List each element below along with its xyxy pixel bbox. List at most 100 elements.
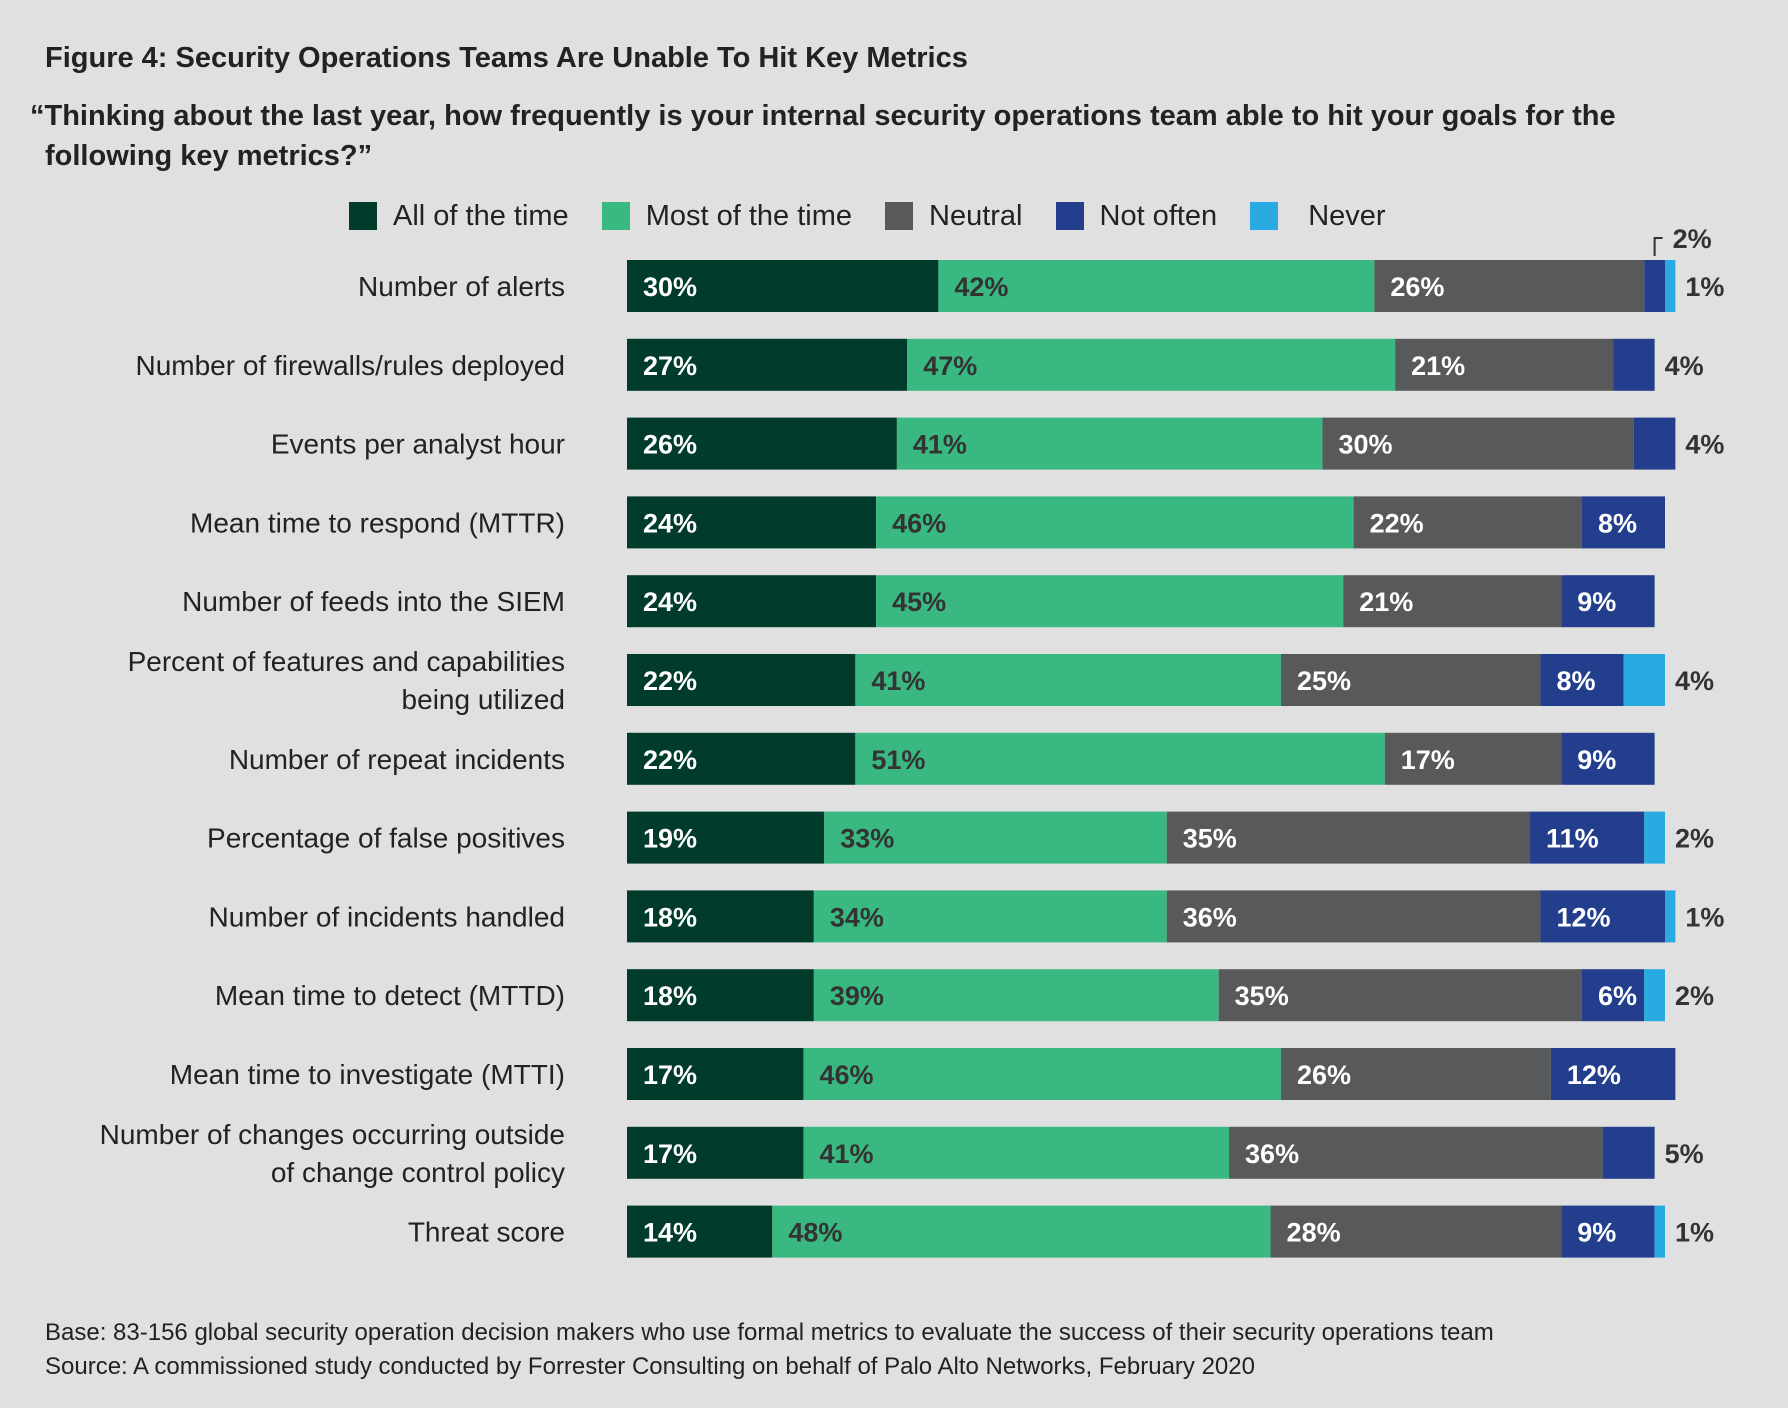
figure-title: Figure 4: Security Operations Teams Are … [45, 42, 968, 74]
bar-segment-all-of-the-time [627, 1126, 804, 1179]
data-label: 25% [1297, 666, 1351, 696]
category-label: Mean time to investigate (MTTI) [170, 1059, 565, 1090]
bar-segment-not-often [1561, 575, 1655, 628]
data-label: 21% [1359, 587, 1413, 617]
bar-segment-not-often [1613, 338, 1655, 391]
category-label: Mean time to respond (MTTR) [190, 507, 565, 538]
category-label: being utilized [402, 684, 565, 715]
data-label: 9% [1577, 1218, 1616, 1248]
bar-segment-most-of-the-time [824, 811, 1167, 864]
data-label: 24% [643, 587, 697, 617]
bar-segment-most-of-the-time [813, 969, 1219, 1022]
data-label: 14% [643, 1218, 697, 1248]
legend-item-neutral: Neutral [885, 200, 1023, 233]
bar-segment-not-often [1561, 732, 1655, 785]
bar-segment-never [1665, 890, 1676, 943]
data-label: 9% [1577, 745, 1616, 775]
bar-segment-not-often [1581, 969, 1645, 1022]
data-label: 8% [1556, 666, 1595, 696]
data-label: 8% [1598, 508, 1637, 538]
data-label: 47% [923, 351, 977, 381]
bar-segment-never [1654, 1205, 1665, 1258]
category-label: Events per analyst hour [271, 429, 565, 460]
legend-label: All of the time [393, 199, 569, 232]
bar-segment-most-of-the-time [876, 496, 1354, 549]
bar-segment-most-of-the-time [855, 654, 1281, 706]
category-label: Mean time to detect (MTTD) [215, 980, 565, 1011]
chart-footer: Base: 83-156 global security operation d… [45, 1316, 1494, 1384]
bar-segment-most-of-the-time [813, 890, 1167, 943]
legend-item-never: Never [1250, 199, 1386, 233]
bar-segment-most-of-the-time [803, 1048, 1281, 1100]
data-label: 41% [819, 1139, 873, 1169]
data-label: 11% [1546, 824, 1599, 854]
bar-segment-neutral [1166, 811, 1531, 864]
bar-segment-neutral [1280, 1048, 1551, 1100]
legend-item-not-often: Not often [1055, 200, 1217, 233]
bar-segment-never [1665, 260, 1676, 312]
bar-segment-neutral [1270, 1205, 1562, 1258]
category-label: of change control policy [271, 1157, 565, 1188]
bar-segment-all-of-the-time [627, 575, 877, 628]
chart-legend: All of the time Most of the time Neutral No… [349, 196, 1419, 236]
data-label: 51% [871, 745, 925, 775]
bar-segment-never [1644, 969, 1665, 1022]
base-note: Base: 83-156 global security operation d… [45, 1319, 1494, 1346]
data-label: 36% [1245, 1139, 1299, 1169]
bar-segment-not-often [1530, 811, 1645, 864]
bar-segment-all-of-the-time [627, 732, 856, 785]
data-label-outside: 4% [1665, 351, 1704, 381]
data-label: 24% [643, 508, 697, 538]
data-label: 35% [1183, 824, 1237, 854]
bar-segment-not-often [1581, 496, 1665, 549]
category-label: Number of incidents handled [209, 901, 565, 932]
category-label: Number of firewalls/rules deployed [135, 350, 565, 381]
bar-segment-never [1623, 654, 1665, 706]
survey-question: “Thinking about the last year, how frequ… [30, 96, 1690, 176]
bar-segment-all-of-the-time [627, 260, 939, 312]
data-label-outside: 2% [1675, 824, 1714, 854]
data-label: 17% [1401, 745, 1455, 775]
data-label-outside: 4% [1675, 666, 1714, 696]
category-label: Number of repeat incidents [229, 744, 565, 775]
bar-segment-neutral [1395, 338, 1614, 391]
bar-segment-not-often [1561, 1205, 1655, 1258]
bar-segment-neutral [1218, 969, 1582, 1022]
legend-item-all-of-the-time: All of the time [349, 200, 569, 233]
data-label-outside: 1% [1685, 272, 1724, 302]
data-label: 30% [1338, 430, 1392, 460]
legend-swatch [601, 202, 630, 230]
bar-segment-neutral [1384, 732, 1562, 785]
data-label-outside: 2% [1675, 981, 1714, 1011]
survey-question-line-1: “Thinking about the last year, how frequ… [30, 100, 1616, 132]
data-label: 39% [830, 981, 884, 1011]
bar-segment-all-of-the-time [627, 1048, 804, 1100]
data-label: 6% [1598, 981, 1637, 1011]
bar-segment-neutral [1322, 417, 1634, 470]
category-label: Percent of features and capabilities [128, 646, 565, 677]
bar-segment-most-of-the-time [876, 575, 1344, 628]
callout-line [1653, 237, 1663, 256]
data-label: 27% [643, 351, 697, 381]
legend-label: Never [1308, 199, 1386, 232]
bar-segment-all-of-the-time [627, 890, 814, 943]
legend-swatch [1250, 202, 1279, 230]
legend-swatch [1055, 202, 1084, 230]
bar-segment-not-often [1602, 1126, 1655, 1179]
bar-segment-most-of-the-time [855, 732, 1385, 785]
source-note: Source: A commissioned study conducted b… [45, 1353, 1255, 1380]
bar-segment-neutral [1343, 575, 1562, 628]
bar-segment-neutral [1229, 1126, 1603, 1179]
data-label: 9% [1577, 587, 1616, 617]
data-label: 17% [643, 1060, 697, 1090]
bar-segment-most-of-the-time [896, 417, 1323, 470]
bar-segment-not-often [1633, 417, 1676, 470]
data-label: 22% [1370, 508, 1424, 538]
data-label: 41% [913, 430, 967, 460]
data-label: 12% [1556, 902, 1610, 932]
data-label: 18% [643, 981, 697, 1011]
data-label-outside: 4% [1685, 430, 1724, 460]
data-label: 26% [1297, 1060, 1351, 1090]
bar-segment-neutral [1374, 260, 1645, 312]
bar-segment-most-of-the-time [772, 1205, 1271, 1258]
